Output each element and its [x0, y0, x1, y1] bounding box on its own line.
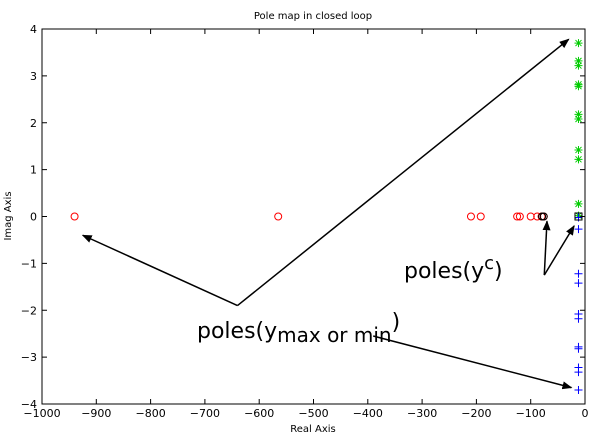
x-tick-label: −600: [244, 407, 274, 420]
x-tick-label: −500: [298, 407, 328, 420]
annotation-main: poles(y: [404, 259, 484, 284]
pole-circle-marker: [466, 212, 475, 221]
axis-ticks: −1000 −900 −800 −700 −600 −500 −400 −300 −200 −10…: [21, 23, 589, 420]
pole-star-marker: [574, 115, 583, 123]
x-tick-label: −800: [135, 407, 165, 420]
y-tick-label: 1: [30, 164, 37, 177]
annotation-close: ): [392, 310, 401, 335]
y-tick-label: 3: [30, 70, 37, 83]
annotation-close: ): [494, 259, 503, 284]
pole-plus-marker: [574, 225, 583, 234]
annotation-poles-yc: poles(yc): [404, 253, 503, 284]
pole-star-marker: [574, 82, 583, 91]
y-tick-label: −3: [21, 351, 37, 364]
annotation-arrows: [81, 38, 575, 390]
annotation-arrow: [373, 335, 573, 390]
y-tick-label: 2: [30, 117, 37, 130]
pole-star-marker: [574, 145, 583, 154]
pole-star-marker: [574, 61, 583, 70]
pole-square-marker: [574, 212, 583, 221]
x-axis-label: Real Axis: [290, 424, 335, 435]
annotation-arrow: [542, 220, 551, 276]
pole-circle-marker: [539, 212, 548, 221]
pole-plus-marker: [574, 368, 583, 377]
pole-circle-marker: [476, 212, 485, 221]
plot-frame: [41, 28, 586, 405]
pole-plus-marker: [574, 269, 583, 278]
annotation-subscript: max or min: [277, 323, 391, 347]
y-tick-label: −2: [21, 304, 37, 317]
pole-plus-marker: [574, 344, 583, 353]
annotation-superscript: c: [484, 253, 494, 274]
x-tick-label: −300: [407, 407, 437, 420]
annotation-arrow: [81, 234, 238, 307]
pole-star-marker: [574, 39, 583, 48]
x-tick-label: −700: [190, 407, 220, 420]
x-tick-label: −1000: [23, 407, 60, 420]
pole-star-marker: [574, 110, 583, 119]
annotation-main: poles(y: [197, 319, 277, 344]
y-axis-label: Imag Axis: [3, 191, 14, 240]
annotation-arrow: [543, 225, 575, 276]
pole-plus-marker: [574, 385, 583, 394]
pole-circle-marker: [513, 212, 522, 221]
pole-circle-marker: [70, 212, 79, 221]
y-tick-label: 0: [30, 211, 37, 224]
x-tick-label: 0: [582, 407, 589, 420]
y-tick-label: −1: [21, 257, 37, 270]
x-tick-label: −900: [81, 407, 111, 420]
data-marks: [70, 39, 583, 394]
x-tick-label: −200: [461, 407, 491, 420]
pole-star-marker: [574, 199, 583, 208]
pole-plus-marker: [574, 314, 583, 323]
pole-circle-marker: [515, 212, 524, 221]
pole-plus-marker: [574, 279, 583, 288]
chart-title: Pole map in closed loop: [254, 11, 372, 22]
annotation-arrow: [237, 38, 570, 307]
pole-circle-marker: [274, 212, 283, 221]
x-tick-label: −400: [353, 407, 383, 420]
y-tick-label: 4: [30, 23, 37, 36]
pole-star-marker: [574, 155, 583, 164]
y-tick-label: −4: [21, 398, 37, 411]
pole-star-marker: [574, 56, 583, 65]
annotation-poles-ymax-or-min: poles(ymax or min): [197, 310, 400, 347]
x-tick-label: −100: [516, 407, 546, 420]
